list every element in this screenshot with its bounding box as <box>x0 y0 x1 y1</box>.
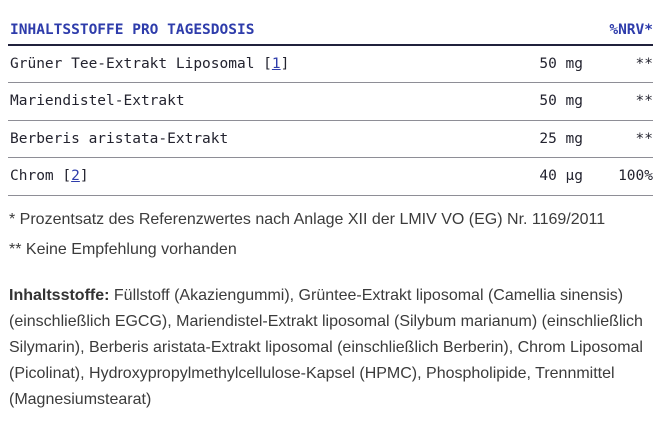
footnote-nrv: * Prozentsatz des Referenzwertes nach An… <box>9 210 606 228</box>
footnote-ref-link-2[interactable]: 2 <box>71 168 80 184</box>
ingredient-name-cell: Chrom [2] <box>8 169 493 184</box>
ingredients-text: Füllstoff (Akaziengummi), Grüntee-Extrak… <box>9 286 643 408</box>
ingredient-name-cell: Grüner Tee-Extrakt Liposomal [1] <box>8 55 493 72</box>
ref-bracket-open: [ <box>53 168 72 184</box>
nutrition-table: INHALTSSTOFFE PRO TAGESDOSIS %NRV* Grüne… <box>8 12 653 196</box>
ingredient-name-cell: Mariendistel-Extrakt <box>8 94 493 109</box>
table-row: Mariendistel-Extrakt 50 mg ** <box>8 83 653 121</box>
nrv-column-header: %NRV* <box>609 22 653 38</box>
ingredients-paragraph: Inhaltsstoffe: Füllstoff (Akaziengummi),… <box>8 283 653 413</box>
amount-cell: 50 mg <box>539 93 583 109</box>
table-header-row: INHALTSSTOFFE PRO TAGESDOSIS %NRV* <box>8 12 653 46</box>
ref-bracket-close: ] <box>79 168 89 184</box>
footnote-no-recommendation: ** Keine Empfehlung vorhanden <box>9 240 237 258</box>
nrv-cell: ** <box>635 93 653 109</box>
ingredient-name-cell: Berberis aristata-Extrakt <box>8 130 493 147</box>
amount-cell: 50 mg <box>539 55 583 72</box>
table-row: Grüner Tee-Extrakt Liposomal [1] 50 mg *… <box>8 46 653 83</box>
table-title: INHALTSSTOFFE PRO TAGESDOSIS <box>10 22 255 38</box>
nrv-cell: ** <box>635 130 653 147</box>
table-row: Berberis aristata-Extrakt 25 mg ** <box>8 121 653 158</box>
nrv-cell: ** <box>635 55 653 72</box>
ingredient-name: Chrom <box>10 168 54 184</box>
ingredient-name: Berberis aristata-Extrakt <box>10 130 229 147</box>
ref-bracket-open: [ <box>254 55 272 72</box>
table-row: Chrom [2] 40 µg 100% <box>8 158 653 196</box>
ingredient-name: Grüner Tee-Extrakt Liposomal <box>10 55 255 72</box>
footnotes: * Prozentsatz des Referenzwertes nach An… <box>8 207 653 263</box>
ingredients-label: Inhaltsstoffe: <box>9 286 110 304</box>
ref-bracket-close: ] <box>280 55 290 72</box>
ingredient-name: Mariendistel-Extrakt <box>10 93 185 109</box>
footnote-ref-link-1[interactable]: 1 <box>271 55 281 72</box>
nrv-cell: 100% <box>618 168 653 184</box>
amount-cell: 40 µg <box>539 168 583 184</box>
amount-cell: 25 mg <box>539 130 583 147</box>
